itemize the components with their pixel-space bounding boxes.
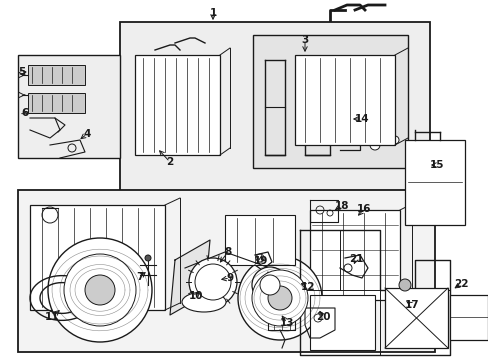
Text: 22: 22 — [453, 279, 468, 289]
Bar — [294, 55, 394, 145]
Polygon shape — [170, 240, 209, 315]
Circle shape — [195, 264, 230, 300]
Circle shape — [260, 275, 280, 295]
Circle shape — [398, 279, 410, 291]
Circle shape — [267, 286, 291, 310]
Circle shape — [189, 258, 237, 306]
Circle shape — [390, 136, 398, 144]
Text: 4: 4 — [83, 129, 90, 139]
Circle shape — [251, 270, 307, 326]
Ellipse shape — [182, 292, 225, 312]
Bar — [18, 190, 434, 352]
Bar — [384, 288, 447, 348]
Text: 18: 18 — [334, 201, 348, 211]
Bar — [18, 55, 120, 158]
Bar — [449, 295, 487, 340]
Text: 20: 20 — [315, 312, 329, 322]
Bar — [28, 65, 85, 85]
Text: 9: 9 — [226, 273, 233, 283]
Circle shape — [64, 254, 136, 326]
Bar — [309, 295, 374, 350]
Text: 3: 3 — [301, 35, 308, 45]
Bar — [135, 55, 220, 155]
Bar — [224, 215, 294, 265]
Text: 19: 19 — [253, 256, 267, 266]
Circle shape — [85, 275, 115, 305]
Text: 11: 11 — [45, 312, 59, 322]
Text: 2: 2 — [166, 157, 173, 167]
Bar — [252, 35, 407, 168]
Text: 14: 14 — [354, 114, 368, 124]
Circle shape — [369, 140, 379, 150]
Text: 17: 17 — [404, 300, 418, 310]
Circle shape — [48, 238, 152, 342]
Text: 6: 6 — [21, 108, 29, 118]
Text: 21: 21 — [348, 254, 363, 264]
Bar — [309, 210, 399, 300]
Text: 5: 5 — [19, 67, 25, 77]
Text: 12: 12 — [300, 282, 315, 292]
Text: 7: 7 — [136, 272, 143, 282]
Bar — [28, 93, 85, 113]
Text: 10: 10 — [188, 291, 203, 301]
Bar — [120, 22, 429, 212]
Text: 13: 13 — [279, 318, 294, 328]
Circle shape — [251, 267, 287, 303]
Bar — [30, 205, 164, 310]
Text: 15: 15 — [429, 160, 443, 170]
Bar — [404, 140, 464, 225]
Circle shape — [145, 255, 151, 261]
Circle shape — [238, 256, 321, 340]
Text: 1: 1 — [209, 8, 216, 18]
Text: 16: 16 — [356, 204, 370, 214]
Text: 8: 8 — [224, 247, 231, 257]
